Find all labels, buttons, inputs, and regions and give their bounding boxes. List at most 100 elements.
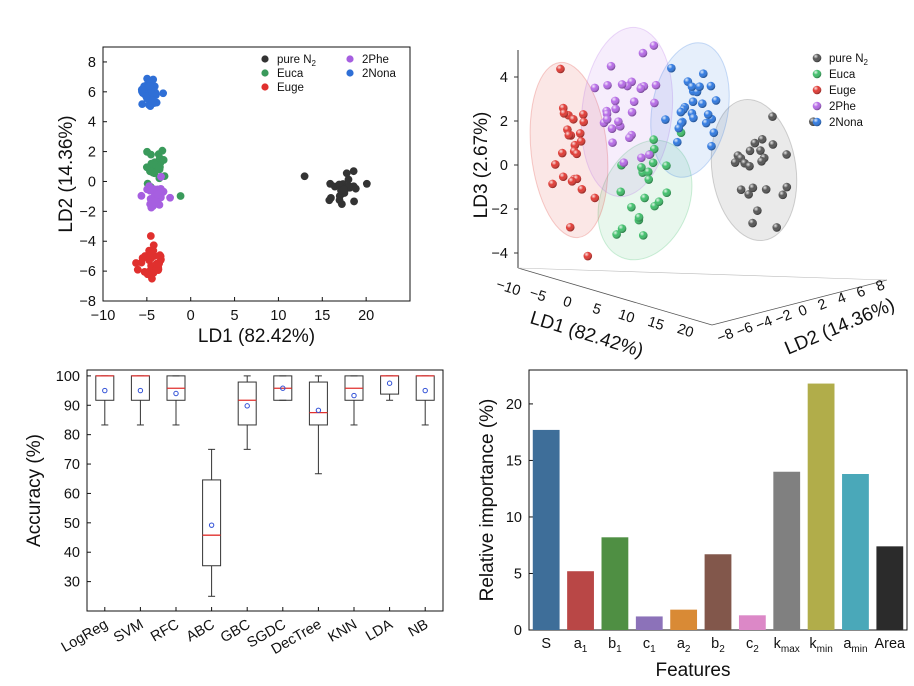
plot-frame: [102, 46, 411, 302]
x-tick-label: LDA: [363, 616, 396, 644]
x-tick-label: 15: [314, 308, 330, 324]
x-tick-label: 0: [187, 308, 195, 324]
y-tick-label: −8: [79, 294, 96, 310]
legend-marker: [261, 83, 269, 91]
x-tick-label: −5: [139, 308, 156, 324]
scatter-point: [325, 196, 334, 205]
scatter-point: [556, 64, 565, 74]
scatter-point: [707, 141, 716, 151]
scatter-point: [662, 161, 671, 170]
x-tick-label: NB: [406, 617, 431, 641]
scatter-point: [159, 89, 168, 98]
legend-label: Euca: [277, 68, 304, 80]
scatter-point: [564, 130, 574, 140]
scatter-point: [559, 108, 569, 118]
legend-label: Euge: [277, 82, 304, 94]
scatter-point: [335, 180, 344, 189]
scatter-point: [757, 134, 767, 144]
scatter-point: [730, 158, 740, 167]
confidence-ellipse: [710, 98, 798, 242]
mean-marker: [244, 403, 250, 409]
x-tick-label: SVM: [111, 617, 146, 647]
mean-marker: [351, 392, 357, 399]
scatter-point: [576, 137, 586, 146]
scatter-point: [149, 268, 158, 277]
scatter-point: [617, 80, 627, 89]
scatter-point: [143, 147, 151, 156]
scatter-point: [159, 156, 168, 164]
legend-marker: [261, 69, 269, 77]
scatter-point: [644, 175, 654, 184]
legend-marker: [346, 69, 354, 77]
scatter-point: [607, 124, 617, 133]
y-tick-label: 0: [88, 174, 96, 190]
box-abc: [202, 448, 222, 597]
scatter-point: [590, 193, 600, 203]
y-tick-label: 80: [64, 428, 80, 444]
scatter-point: [579, 117, 588, 127]
scatter-point: [156, 251, 164, 260]
legend-marker: [812, 53, 822, 63]
scatter-point: [672, 137, 682, 147]
z-tick-label: 0: [796, 302, 809, 320]
scatter-point: [147, 203, 156, 212]
legend-label: pure N2: [277, 54, 317, 68]
x-tick-label: ABC: [184, 617, 218, 646]
x-tick-label: 20: [358, 308, 374, 324]
scatter-point: [614, 117, 623, 126]
y-tick-label: 4: [88, 115, 96, 131]
scatter-points: [132, 74, 371, 283]
x-tick-label: a2: [677, 636, 691, 655]
scatter-point: [575, 129, 585, 138]
scatter-point: [339, 185, 348, 194]
x-tick-label: a1: [574, 636, 588, 655]
x-tick-label: 20: [675, 321, 695, 341]
scatter-point: [768, 140, 778, 149]
scatter-point: [148, 96, 157, 105]
scatter-point: [335, 196, 344, 204]
scatter-point: [606, 61, 616, 71]
x-tick-label: RFC: [148, 617, 182, 646]
scatter-point: [761, 185, 771, 194]
x-tick-label: kmax: [774, 636, 800, 655]
scatter-point: [649, 41, 659, 50]
box-elements: [95, 375, 435, 597]
y-tick-label: 50: [64, 516, 80, 532]
y-tick-label: 30: [64, 575, 80, 591]
scatter-point: [150, 197, 159, 206]
scatter-point: [145, 246, 154, 255]
y-tick-label: 90: [64, 398, 80, 414]
z-tick-label: −4: [754, 313, 775, 334]
scatter-point: [698, 69, 708, 79]
legend-marker: [812, 101, 822, 111]
scatter-point: [745, 146, 755, 156]
x-tick-label: 5: [590, 301, 603, 319]
scatter-point: [342, 169, 351, 178]
x-axis-label: LD1 (82.42%): [198, 326, 315, 347]
scatter-point: [617, 224, 627, 233]
x-tick-label: 15: [646, 314, 666, 334]
scatter-point: [557, 148, 567, 158]
mean-marker: [102, 387, 108, 394]
scatter-point: [745, 161, 754, 171]
box-lda: [380, 375, 400, 401]
x-axis-label: Features: [656, 660, 731, 681]
scatter-point: [344, 175, 353, 184]
scatter-point: [583, 251, 593, 261]
scatter-point: [616, 187, 626, 197]
y-tick-label: −2: [491, 202, 508, 218]
scatter-point: [572, 149, 582, 159]
box-sgdc: [273, 375, 293, 401]
scatter-point: [155, 259, 163, 268]
scatter-point: [625, 133, 634, 143]
scatter-point: [637, 153, 646, 163]
scatter-point: [782, 150, 791, 159]
plot-frame: [86, 369, 444, 612]
scatter-point: [688, 97, 698, 106]
mean-marker: [280, 385, 286, 391]
x-tick-label: KNN: [325, 617, 360, 646]
scatter-point: [629, 97, 639, 107]
scatter-point: [750, 138, 760, 148]
legend-marker: [812, 85, 822, 95]
